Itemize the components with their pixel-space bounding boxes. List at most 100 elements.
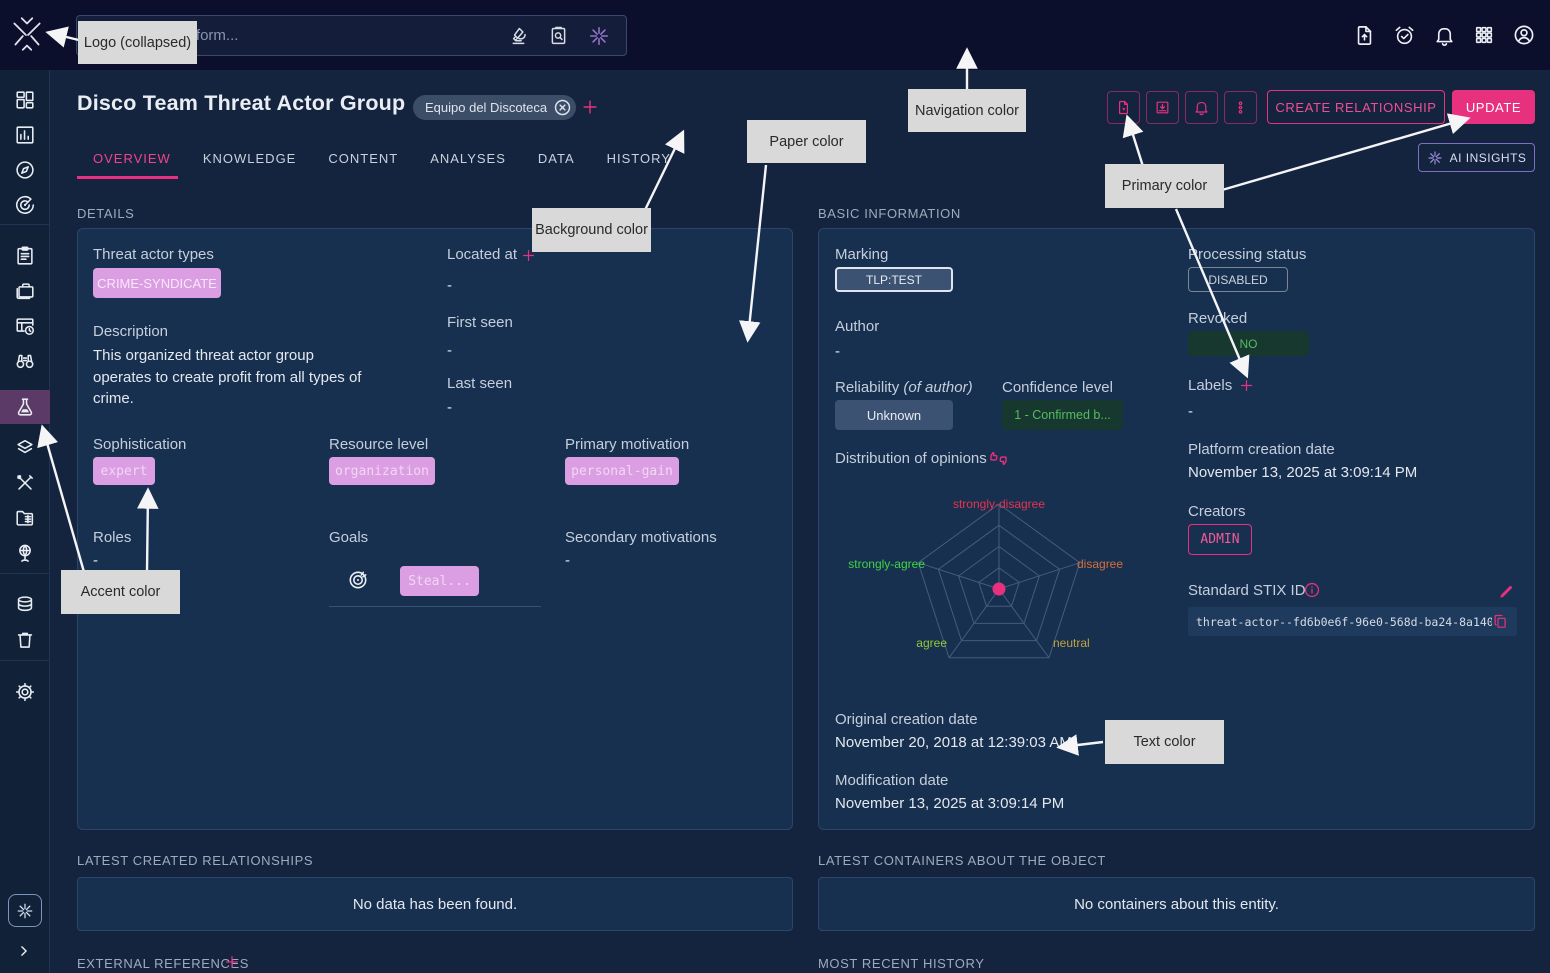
sidebar-item-settings[interactable] xyxy=(0,675,50,709)
sophistication-chip: expert xyxy=(93,457,155,485)
tray-download-icon xyxy=(1156,101,1169,114)
microscope-icon[interactable] xyxy=(508,25,529,46)
sidebar-item-dashboard[interactable] xyxy=(0,83,50,117)
confidence-level-chip: 1 - Confirmed b... xyxy=(1002,400,1123,430)
stix-id-box: threat-actor--fd6b0e6f-96e0-568d-ba24-8a… xyxy=(1188,607,1517,636)
platform-creation-date-value: November 13, 2025 at 3:09:14 PM xyxy=(1188,464,1418,481)
globe-stand-icon xyxy=(19,544,31,562)
ai-asterisk-icon xyxy=(17,903,33,918)
plus-icon xyxy=(583,100,597,114)
marking-label: Marking xyxy=(835,246,889,263)
add-alias-button[interactable] xyxy=(580,97,600,117)
add-label-button[interactable] xyxy=(1238,377,1255,394)
file-export-icon xyxy=(1119,100,1128,115)
stix-info-icon[interactable] xyxy=(1303,581,1321,599)
platform-logo[interactable] xyxy=(8,14,46,54)
alias-chip[interactable]: Equipo del Discoteca xyxy=(413,95,577,120)
sidebar-ai-button[interactable] xyxy=(8,894,42,927)
secondary-motivations-label: Secondary motivations xyxy=(565,529,717,546)
tab-overview[interactable]: OVERVIEW xyxy=(93,151,171,166)
author-value: - xyxy=(835,343,840,360)
sidebar-item-workspaces[interactable] xyxy=(0,118,50,152)
sidebar-item-locations[interactable] xyxy=(0,536,50,570)
annotation-navigation-color: Navigation color xyxy=(908,89,1026,132)
file-upload-icon[interactable] xyxy=(1353,24,1376,47)
most-recent-history-title: MOST RECENT HISTORY xyxy=(818,956,985,971)
containers-empty-text: No containers about this entity. xyxy=(1074,895,1279,913)
sidebar-item-investigations[interactable] xyxy=(0,188,50,222)
subscribe-bell-button[interactable] xyxy=(1185,91,1218,124)
alarm-icon[interactable] xyxy=(1393,24,1416,47)
trash-icon xyxy=(17,632,33,648)
ai-asterisk-icon xyxy=(1428,150,1442,165)
radar-label-strongly-disagree: strongly-disagree xyxy=(952,497,1046,511)
copy-icon[interactable] xyxy=(1492,613,1509,630)
apps-grid-icon[interactable] xyxy=(1473,24,1495,46)
latest-relationships-title: LATEST CREATED RELATIONSHIPS xyxy=(77,853,314,868)
located-at-value: - xyxy=(447,277,452,294)
update-button[interactable]: UPDATE xyxy=(1452,90,1535,124)
entity-tabs: OVERVIEW KNOWLEDGE CONTENT ANALYSES DATA… xyxy=(77,140,687,178)
sidebar-item-explore[interactable] xyxy=(0,153,50,187)
tab-content[interactable]: CONTENT xyxy=(328,151,399,166)
add-located-at-button[interactable] xyxy=(520,247,537,264)
dashboard-icon xyxy=(16,91,34,109)
ai-insights-button[interactable]: AI INSIGHTS xyxy=(1418,143,1535,172)
creator-chip[interactable]: ADMIN xyxy=(1188,524,1252,555)
details-section-title: DETAILS xyxy=(77,206,135,221)
bar-chart-icon xyxy=(16,126,34,144)
tab-knowledge[interactable]: KNOWLEDGE xyxy=(202,151,297,166)
active-tab-underline xyxy=(77,176,178,179)
revoked-label: Revoked xyxy=(1188,310,1248,327)
reliability-label-text: Reliability xyxy=(835,379,900,396)
roles-label: Roles xyxy=(93,529,132,546)
sidebar-item-threats[interactable] xyxy=(0,390,50,424)
tab-data[interactable]: DATA xyxy=(537,151,575,166)
clipboard-search-icon[interactable] xyxy=(548,25,569,46)
import-button[interactable] xyxy=(1146,91,1179,124)
sidebar-item-observations[interactable] xyxy=(0,344,50,378)
export-file-button[interactable] xyxy=(1107,91,1140,124)
clipboard-icon xyxy=(17,246,33,265)
sidebar-item-entities[interactable] xyxy=(0,501,50,535)
latest-relationships-panel: No data has been found. xyxy=(77,877,793,931)
annotation-primary-color: Primary color xyxy=(1105,164,1224,208)
annotation-text-color: Text color xyxy=(1105,720,1224,764)
tab-analyses[interactable]: ANALYSES xyxy=(430,151,506,166)
kebab-menu-icon xyxy=(1238,101,1243,114)
top-navigation-bar: Search the platform... xyxy=(0,0,1550,70)
stix-edit-pen-icon[interactable] xyxy=(1497,583,1515,601)
ai-asterisk-icon[interactable] xyxy=(588,25,610,47)
reliability-label-suffix: (of author) xyxy=(903,379,973,396)
sidebar-expand-chevron[interactable] xyxy=(14,941,34,961)
sidebar-item-cases[interactable] xyxy=(0,274,50,308)
layers-icon xyxy=(17,439,33,454)
roles-value: - xyxy=(93,552,98,569)
sidebar-item-arsenal[interactable] xyxy=(0,431,50,465)
sidebar-item-analyses[interactable] xyxy=(0,239,50,273)
more-options-button[interactable] xyxy=(1224,91,1257,124)
tools-icon xyxy=(17,474,33,490)
standard-stix-id-label: Standard STIX ID xyxy=(1188,582,1306,599)
plus-icon xyxy=(226,956,238,968)
add-external-reference-button[interactable] xyxy=(223,953,241,971)
sidebar-item-techniques[interactable] xyxy=(0,466,50,500)
opinions-thumbs-icon[interactable] xyxy=(989,449,1008,468)
resource-level-label: Resource level xyxy=(329,436,429,453)
sidebar-item-trash[interactable] xyxy=(0,623,50,657)
alias-remove-icon[interactable] xyxy=(554,99,571,116)
modification-date-label: Modification date xyxy=(835,772,949,789)
original-creation-date-label: Original creation date xyxy=(835,711,978,728)
secondary-motivations-value: - xyxy=(565,552,570,569)
notifications-bell-icon[interactable] xyxy=(1433,24,1456,47)
ai-insights-label: AI INSIGHTS xyxy=(1449,150,1527,165)
account-icon[interactable] xyxy=(1512,23,1536,47)
create-relationship-button[interactable]: CREATE RELATIONSHIP xyxy=(1267,90,1445,124)
sidebar-item-events[interactable] xyxy=(0,309,50,343)
processing-status-chip: DISABLED xyxy=(1188,267,1288,292)
folder-table-icon xyxy=(16,510,34,526)
annotation-paper-color: Paper color xyxy=(747,120,866,163)
radar-label-strongly-agree: strongly-agree xyxy=(848,557,925,571)
sidebar-item-data[interactable] xyxy=(0,588,50,622)
tab-history[interactable]: HISTORY xyxy=(606,151,671,166)
